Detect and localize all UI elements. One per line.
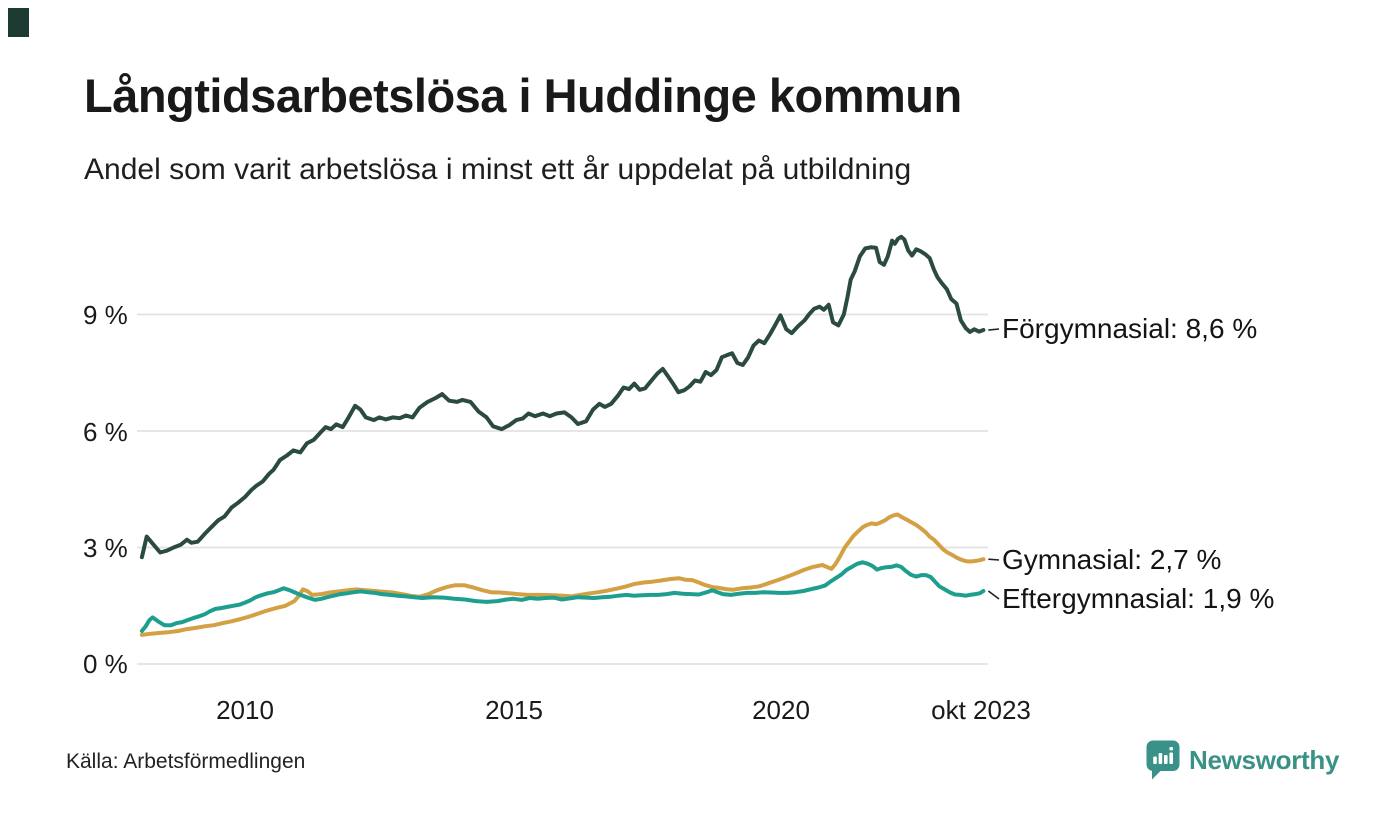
page-subtitle: Andel som varit arbetslösa i minst ett å… [84, 153, 912, 186]
source-note: Källa: Arbetsförmedlingen [66, 750, 306, 773]
newsworthy-logo-text: Newsworthy [1189, 744, 1340, 775]
y-axis-tick-9: 9 % [83, 300, 128, 330]
x-axis-tick-2010: 2010 [216, 695, 274, 725]
series-line-gymnasial [139, 512, 986, 637]
brand-mark-square [8, 8, 29, 37]
series-line-förgymnasial [139, 234, 986, 560]
series-end-label-forgymnasial: Förgymnasial: 8,6 % [1002, 313, 1258, 344]
series-line-eftergymnasial [139, 560, 986, 633]
page-title: Långtidsarbetslösa i Huddinge kommun [84, 69, 962, 122]
y-axis-tick-0: 0 % [83, 649, 128, 679]
leader-line-gymnasial [988, 558, 1000, 561]
newsworthy-logo: Newsworthy [1146, 740, 1339, 780]
series-end-label-gymnasial: Gymnasial: 2,7 % [1002, 544, 1222, 575]
x-axis-tick-okt-2023: okt 2023 [931, 695, 1031, 725]
x-axis-tick-2020: 2020 [752, 695, 810, 725]
y-axis-tick-3: 3 % [83, 533, 128, 563]
y-axis-tick-6: 6 % [83, 417, 128, 447]
series-end-label-eftergymnasial: Eftergymnasial: 1,9 % [1002, 583, 1275, 614]
leader-line-förgymnasial [988, 328, 1000, 331]
newsworthy-logo-icon [1146, 740, 1180, 780]
x-axis-tick-2015: 2015 [485, 695, 543, 725]
leader-line-eftergymnasial [987, 590, 1000, 600]
